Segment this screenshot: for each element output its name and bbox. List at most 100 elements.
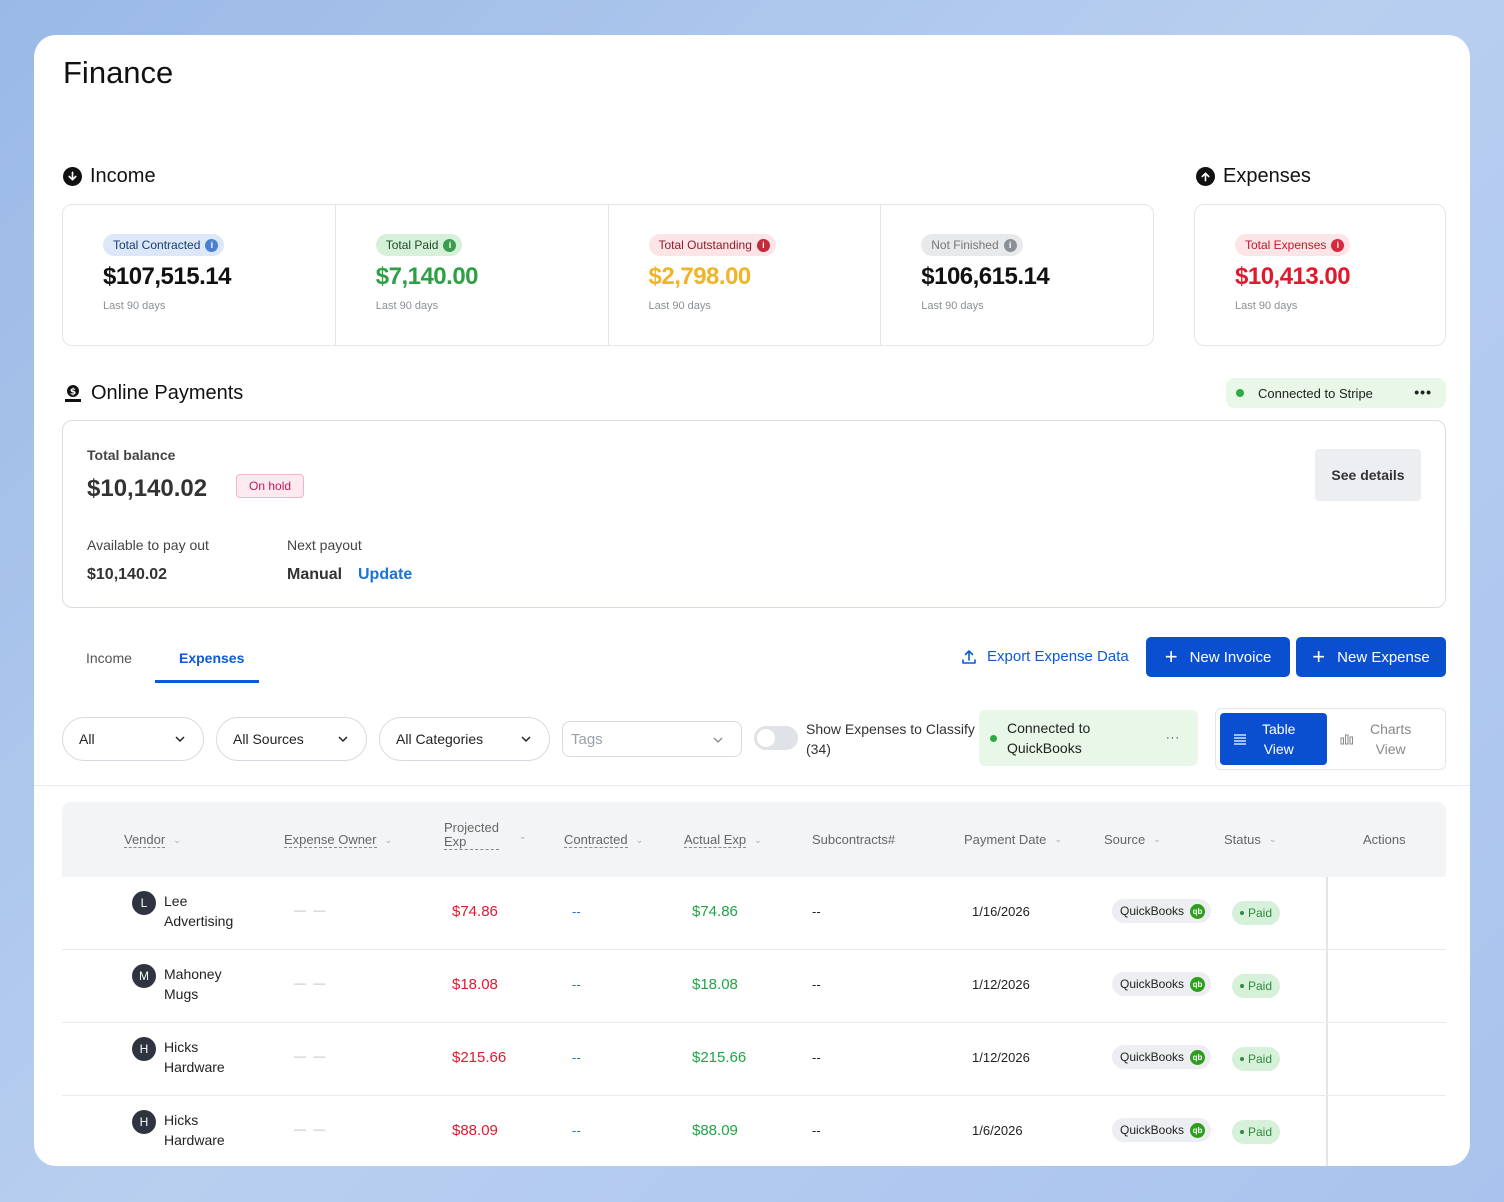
stat-amount: $107,515.14	[103, 263, 231, 290]
quickbooks-status[interactable]: Connected to QuickBooks ···	[979, 710, 1198, 766]
sort-icon: ⌄	[1054, 834, 1062, 844]
stat-period: Last 90 days	[921, 300, 984, 312]
tab-active-indicator	[155, 680, 259, 683]
status-dot	[1240, 984, 1244, 988]
bar-chart-icon	[1340, 734, 1353, 745]
source-badge: QuickBooks qb	[1112, 1118, 1212, 1142]
total-balance-label: Total balance	[87, 447, 176, 463]
header-actual-exp[interactable]: Actual Exp ⌄	[684, 832, 762, 848]
source-badge: QuickBooks qb	[1112, 1045, 1212, 1069]
expense-owner: — —	[294, 903, 328, 917]
stat-total-paid: Total Paid i $7,140.00 Last 90 days	[336, 205, 609, 345]
stat-period: Last 90 days	[648, 300, 711, 312]
contracted-value[interactable]: --	[572, 1050, 581, 1065]
status-dot	[1236, 389, 1244, 397]
sort-icon: ⌄	[1153, 834, 1161, 844]
contracted-value[interactable]: --	[572, 977, 581, 992]
info-icon[interactable]: i	[1003, 238, 1017, 252]
new-expense-button[interactable]: + New Expense	[1296, 637, 1446, 677]
table-header: Vendor ⌄ Expense Owner ⌄ Projected Exp ⌄ Con…	[62, 802, 1446, 877]
avatar: H	[132, 1110, 156, 1134]
new-invoice-button[interactable]: + New Invoice	[1146, 637, 1290, 677]
status-badge: Paid	[1232, 901, 1281, 925]
online-payments-title: $ Online Payments	[63, 382, 243, 405]
info-icon[interactable]: i	[443, 238, 457, 252]
plus-icon: +	[1164, 644, 1178, 669]
tags-input[interactable]: Tags	[562, 721, 742, 757]
quickbooks-logo-icon: qb	[1190, 976, 1206, 992]
page-title: Finance	[63, 55, 174, 90]
projected-exp: $18.08	[452, 976, 498, 993]
header-status[interactable]: Status ⌄	[1224, 832, 1277, 847]
view-switcher: Table View Charts View	[1215, 708, 1446, 770]
on-hold-badge: On hold	[236, 474, 305, 498]
avatar: L	[132, 891, 156, 915]
expenses-section-title: Expenses	[1196, 165, 1311, 188]
chevron-down-icon	[713, 737, 723, 743]
table-row[interactable]: L Lee Advertising — — $74.86 -- $74.86 -- 1/16/2…	[62, 877, 1446, 950]
more-options-icon[interactable]: •••	[1414, 384, 1432, 400]
subcontracts-count: --	[812, 977, 821, 992]
expense-owner: — —	[294, 1049, 328, 1063]
stripe-status-pill[interactable]: Connected to Stripe •••	[1226, 378, 1446, 408]
vendor-name[interactable]: Hicks Hardware	[164, 1039, 225, 1075]
table-row[interactable]: H Hicks Hardware — — $88.09 -- $88.09 -- 1/6/202…	[62, 1096, 1446, 1166]
vendor-name[interactable]: Hicks Hardware	[164, 1112, 225, 1148]
income-stats-card: Total Contracted i $107,515.14 Last 90 da…	[62, 204, 1154, 346]
contracted-value[interactable]: --	[572, 904, 581, 919]
actual-exp: $74.86	[692, 903, 738, 920]
svg-text:$: $	[70, 387, 76, 397]
header-source[interactable]: Source ⌄	[1104, 832, 1161, 847]
chevron-down-icon	[521, 736, 531, 743]
projected-exp: $88.09	[452, 1122, 498, 1139]
status-badge: Paid	[1232, 1047, 1281, 1071]
actual-exp: $88.09	[692, 1122, 738, 1139]
arrow-down-circle-icon	[63, 167, 82, 186]
stat-period: Last 90 days	[103, 300, 166, 312]
info-icon[interactable]: i	[756, 238, 770, 252]
tab-income[interactable]: Income	[86, 650, 132, 666]
vendor-name[interactable]: Mahoney Mugs	[164, 966, 222, 1002]
header-payment-date[interactable]: Payment Date ⌄	[964, 832, 1062, 847]
tab-expenses[interactable]: Expenses	[179, 650, 245, 666]
update-link[interactable]: Update	[358, 566, 413, 583]
actual-exp: $215.66	[692, 1049, 747, 1066]
payment-date: 1/6/2026	[972, 1123, 1023, 1138]
stat-pill: Total Expenses i	[1235, 234, 1351, 256]
stat-pill: Total Outstanding i	[648, 234, 776, 256]
quickbooks-logo-icon: qb	[1190, 1122, 1206, 1138]
table-row[interactable]: H Hicks Hardware — — $215.66 -- $215.66 -- 1/12/…	[62, 1023, 1446, 1096]
contracted-value[interactable]: --	[572, 1123, 581, 1138]
categories-filter-select[interactable]: All Categories	[379, 717, 550, 761]
stat-amount: $10,413.00	[1235, 263, 1351, 290]
info-icon[interactable]: i	[1331, 238, 1345, 252]
finance-panel: Finance Income Expenses Total Contracted…	[34, 35, 1470, 1166]
export-expense-data-link[interactable]: Export Expense Data	[961, 648, 1129, 665]
stat-total-outstanding: Total Outstanding i $2,798.00 Last 90 day…	[609, 205, 882, 345]
info-icon[interactable]: i	[205, 238, 219, 252]
payment-hand-icon: $	[63, 384, 83, 404]
header-actions: Actions	[1363, 832, 1406, 847]
sources-filter-select[interactable]: All Sources	[216, 717, 367, 761]
vendor-name[interactable]: Lee Advertising	[164, 893, 234, 929]
status-badge: Paid	[1232, 974, 1281, 998]
table-view-button[interactable]: Table View	[1220, 713, 1327, 765]
table-row[interactable]: M Mahoney Mugs — — $18.08 -- $18.08 -- 1/12/2026…	[62, 950, 1446, 1023]
more-options-icon[interactable]: ···	[1166, 732, 1180, 744]
see-details-button[interactable]: See details	[1315, 449, 1421, 501]
header-vendor[interactable]: Vendor ⌄	[124, 832, 181, 848]
payment-date: 1/12/2026	[972, 977, 1030, 992]
sort-icon: ⌄	[754, 834, 762, 845]
header-contracted[interactable]: Contracted ⌄	[564, 832, 644, 848]
header-projected-exp[interactable]: Projected Exp ⌄	[444, 820, 527, 850]
header-expense-owner[interactable]: Expense Owner ⌄	[284, 832, 393, 848]
plus-icon: +	[1312, 644, 1326, 669]
payment-date: 1/12/2026	[972, 1050, 1030, 1065]
stat-not-finished: Not Finished i $106,615.14 Last 90 days	[881, 205, 1153, 345]
stat-total-contracted: Total Contracted i $107,515.14 Last 90 da…	[63, 205, 336, 345]
actions-column	[1326, 802, 1446, 1166]
charts-view-button[interactable]: Charts View	[1332, 713, 1439, 765]
status-filter-select[interactable]: All	[62, 717, 204, 761]
classify-toggle[interactable]	[754, 726, 798, 750]
avatar: M	[132, 964, 156, 988]
